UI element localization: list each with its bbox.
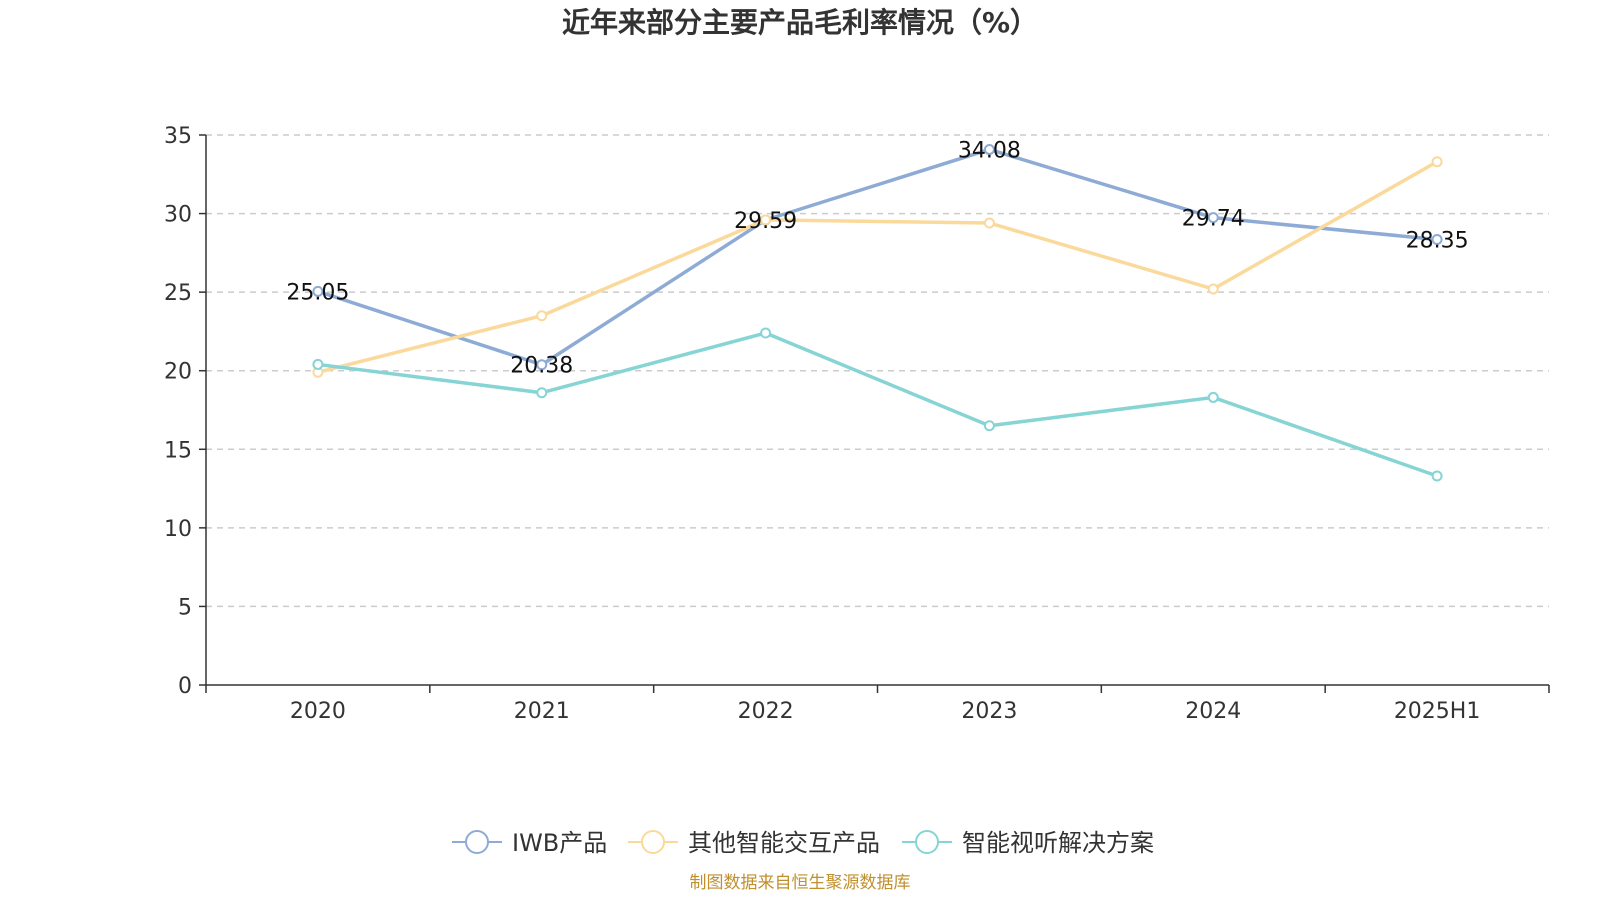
data-point xyxy=(536,359,548,371)
data-point xyxy=(760,327,772,339)
chart-title: 近年来部分主要产品毛利率情况（%） xyxy=(562,6,1038,39)
x-tick-label: 2024 xyxy=(1185,699,1241,724)
data-label: 20.38 xyxy=(510,354,573,379)
data-point xyxy=(1431,234,1443,245)
data-point xyxy=(760,214,772,226)
series-line-2 xyxy=(317,331,1438,478)
y-tick-label: 10 xyxy=(164,517,192,542)
y-tick-label: 15 xyxy=(164,438,192,463)
x-tick-label: 2022 xyxy=(738,699,794,724)
legend-label-2: 智能视听解决方案 xyxy=(962,829,1154,857)
y-tick-label: 30 xyxy=(164,203,192,228)
data-label: 34.08 xyxy=(958,138,1021,163)
data-label: 28.35 xyxy=(1406,229,1469,254)
data-label: 29.74 xyxy=(1182,207,1245,232)
x-tick-label: 2023 xyxy=(961,699,1017,724)
legend-marker-1 xyxy=(641,830,665,854)
x-tick-label: 2020 xyxy=(290,699,346,724)
series-line-0 xyxy=(317,147,1438,367)
axes: 0 5 10 15 20 25 30 35 2020 2021 2022 2023 2024 2025H1 xyxy=(164,124,1550,724)
data-point xyxy=(536,387,548,399)
legend-label-1: 其他智能交互产品 xyxy=(688,829,880,857)
data-point xyxy=(1431,470,1443,482)
data-point xyxy=(536,310,548,322)
legend-label-0: IWB产品 xyxy=(512,829,607,857)
x-tick-label: 2021 xyxy=(514,699,570,724)
data-point xyxy=(1207,212,1219,224)
series-group xyxy=(312,143,1443,482)
legend-marker-2 xyxy=(915,830,939,854)
x-tick-label: 2025H1 xyxy=(1394,699,1481,724)
data-point xyxy=(983,143,995,155)
data-labels: 25.05 20.38 29.59 34.08 29.74 28.35 xyxy=(286,138,1468,378)
data-point xyxy=(312,285,324,297)
y-tick-label: 25 xyxy=(164,281,192,306)
data-point xyxy=(983,420,995,432)
legend[interactable]: IWB产品 其他智能交互产品 智能视听解决方案 xyxy=(452,829,1154,857)
source-note: 制图数据来自恒生聚源数据库 xyxy=(690,873,911,893)
grid-lines xyxy=(206,134,1549,608)
data-label: 29.59 xyxy=(734,209,797,234)
data-point xyxy=(983,217,995,229)
legend-marker-0 xyxy=(465,830,489,854)
data-label: 25.05 xyxy=(286,280,349,305)
data-point xyxy=(312,358,324,370)
y-tick-label: 5 xyxy=(178,595,192,620)
data-point xyxy=(1207,391,1219,403)
series-line-1 xyxy=(317,160,1438,374)
data-point xyxy=(1207,283,1219,295)
data-point xyxy=(1431,156,1443,168)
y-tick-label: 35 xyxy=(164,124,192,149)
y-tick-label: 20 xyxy=(164,360,192,385)
y-tick-label: 0 xyxy=(178,674,192,699)
